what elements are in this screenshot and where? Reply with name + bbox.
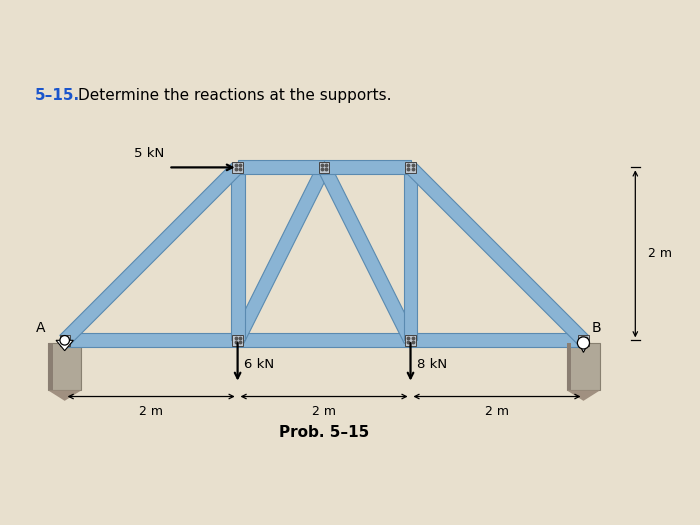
Bar: [232, 162, 243, 173]
Text: 8 kN: 8 kN: [416, 358, 447, 371]
Polygon shape: [567, 343, 571, 391]
Polygon shape: [64, 333, 237, 347]
Text: 2 m: 2 m: [648, 247, 672, 260]
Bar: [319, 162, 329, 173]
Text: 2 m: 2 m: [485, 405, 509, 418]
Text: 2 m: 2 m: [312, 405, 336, 418]
Polygon shape: [232, 164, 330, 343]
Bar: [48, 343, 81, 391]
Bar: [405, 162, 416, 173]
Polygon shape: [237, 161, 324, 174]
Bar: [567, 343, 600, 391]
Bar: [578, 335, 589, 345]
Polygon shape: [324, 161, 410, 174]
Text: 6 kN: 6 kN: [244, 358, 274, 371]
Polygon shape: [60, 163, 242, 345]
Text: 5 kN: 5 kN: [134, 148, 164, 161]
Circle shape: [60, 335, 69, 345]
Polygon shape: [404, 167, 417, 340]
Polygon shape: [580, 345, 587, 352]
Text: 5–15.: 5–15.: [34, 88, 80, 102]
Polygon shape: [56, 340, 74, 351]
Polygon shape: [237, 333, 410, 347]
Polygon shape: [48, 391, 81, 401]
Polygon shape: [410, 333, 583, 347]
Text: Prob. 5–15: Prob. 5–15: [279, 425, 369, 440]
Polygon shape: [567, 391, 600, 401]
Circle shape: [578, 337, 589, 349]
Polygon shape: [48, 343, 52, 391]
Polygon shape: [231, 167, 244, 340]
Text: B: B: [592, 321, 602, 335]
Text: Determine the reactions at the supports.: Determine the reactions at the supports.: [78, 88, 391, 102]
Polygon shape: [318, 164, 416, 343]
Bar: [405, 335, 416, 345]
Text: 2 m: 2 m: [139, 405, 163, 418]
Bar: [232, 335, 243, 345]
Polygon shape: [405, 163, 588, 345]
Bar: [60, 335, 70, 345]
Text: A: A: [36, 321, 46, 335]
